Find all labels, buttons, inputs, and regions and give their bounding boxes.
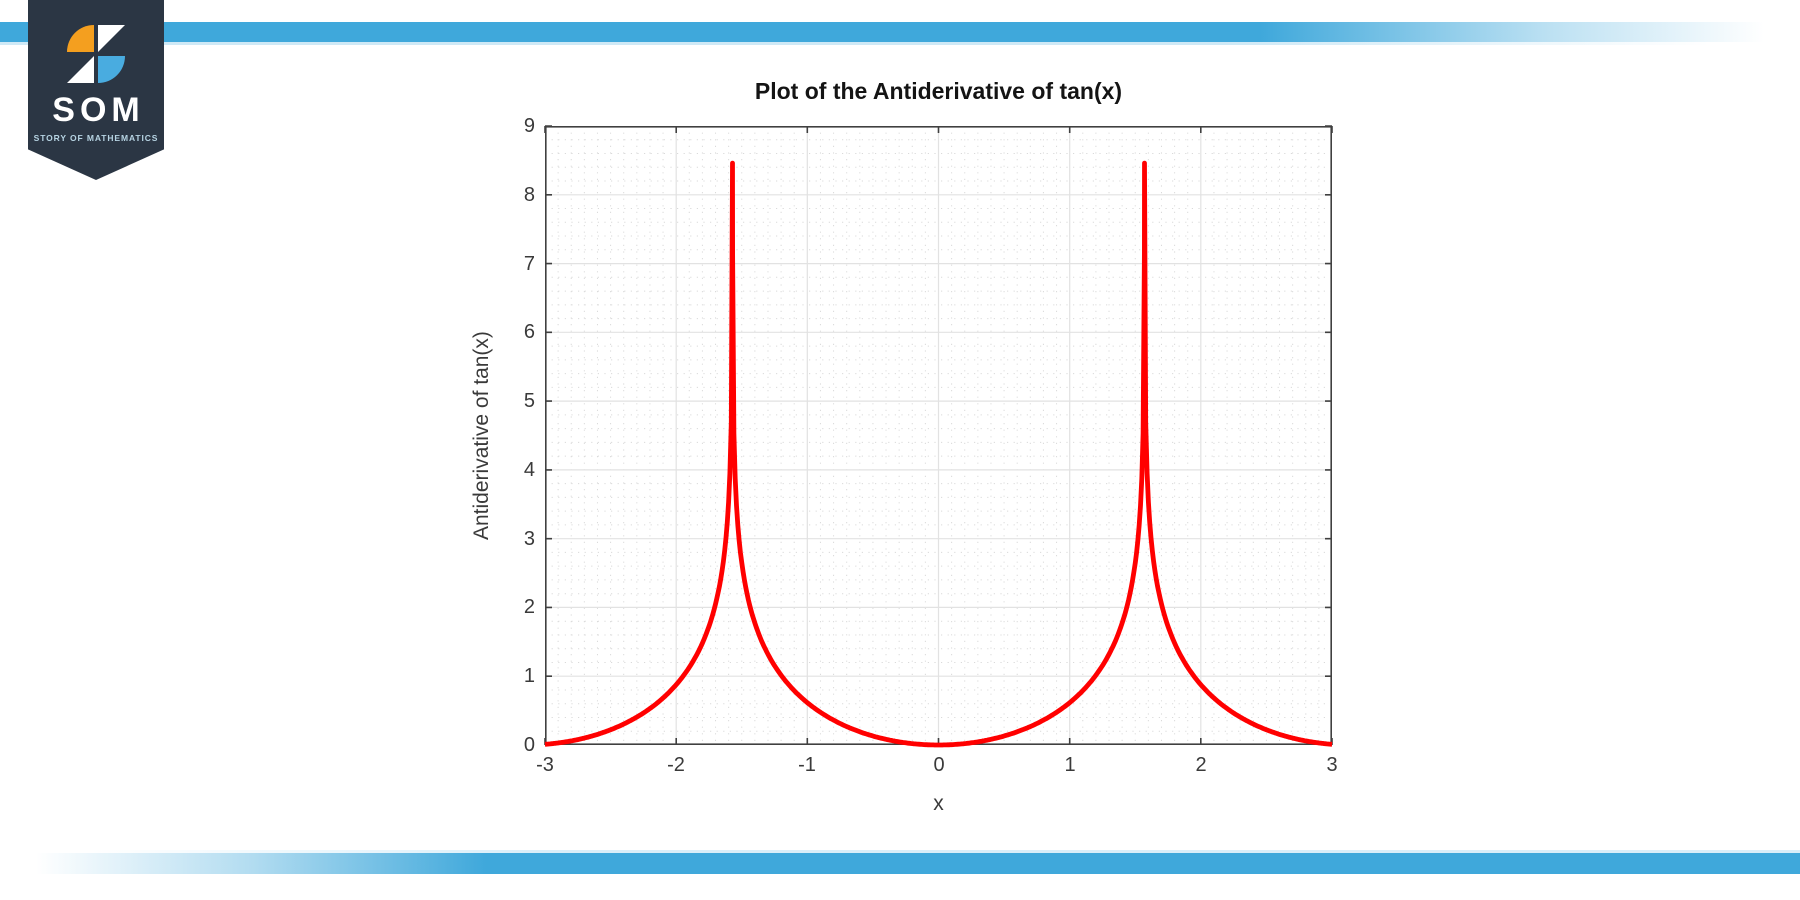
som-pinwheel-icon <box>67 25 125 83</box>
x-axis-label: x <box>933 792 944 815</box>
y-tick-label: 1 <box>523 665 535 687</box>
pinwheel-white-bottom-triangle <box>67 56 94 83</box>
pinwheel-orange-quadrant <box>67 25 94 52</box>
x-tick-label: 0 <box>933 754 945 776</box>
y-tick-label: 5 <box>523 390 535 412</box>
x-tick-label: 3 <box>1326 754 1338 776</box>
y-tick-label: 4 <box>523 459 535 481</box>
x-tick-label: -2 <box>667 754 685 776</box>
x-tick-label: 1 <box>1064 754 1076 776</box>
top-accent-bar-underline <box>0 42 1800 45</box>
top-accent-bar <box>0 22 1800 42</box>
x-tick-label: -1 <box>798 754 816 776</box>
logo-subtitle: STORY OF MATHEMATICS <box>33 133 159 143</box>
bottom-accent-bar <box>0 853 1800 874</box>
bottom-accent-bar-overline <box>0 850 1800 853</box>
pinwheel-blue-quadrant <box>98 56 125 83</box>
x-tick-label: -3 <box>536 754 554 776</box>
pinwheel-white-top-triangle <box>98 25 125 52</box>
y-tick-label: 3 <box>523 528 535 550</box>
y-tick-label: 8 <box>523 184 535 206</box>
logo-acronym: SOM <box>52 91 145 129</box>
x-tick-label: 2 <box>1195 754 1207 776</box>
som-logo-banner: SOM STORY OF MATHEMATICS <box>28 0 164 180</box>
chart-title: Plot of the Antiderivative of tan(x) <box>754 78 1123 104</box>
y-axis-tick-labels: 0 1 2 3 4 5 6 7 8 9 <box>450 115 535 756</box>
y-tick-label: 6 <box>523 321 535 343</box>
x-axis-tick-labels: -3 -2 -1 0 1 2 3 <box>536 754 1337 780</box>
plot-area <box>543 125 1334 748</box>
y-tick-label: 7 <box>523 253 535 275</box>
plot-canvas <box>543 125 1334 748</box>
y-tick-label: 0 <box>523 734 535 756</box>
y-tick-label: 2 <box>523 596 535 618</box>
y-tick-label: 9 <box>523 115 535 137</box>
